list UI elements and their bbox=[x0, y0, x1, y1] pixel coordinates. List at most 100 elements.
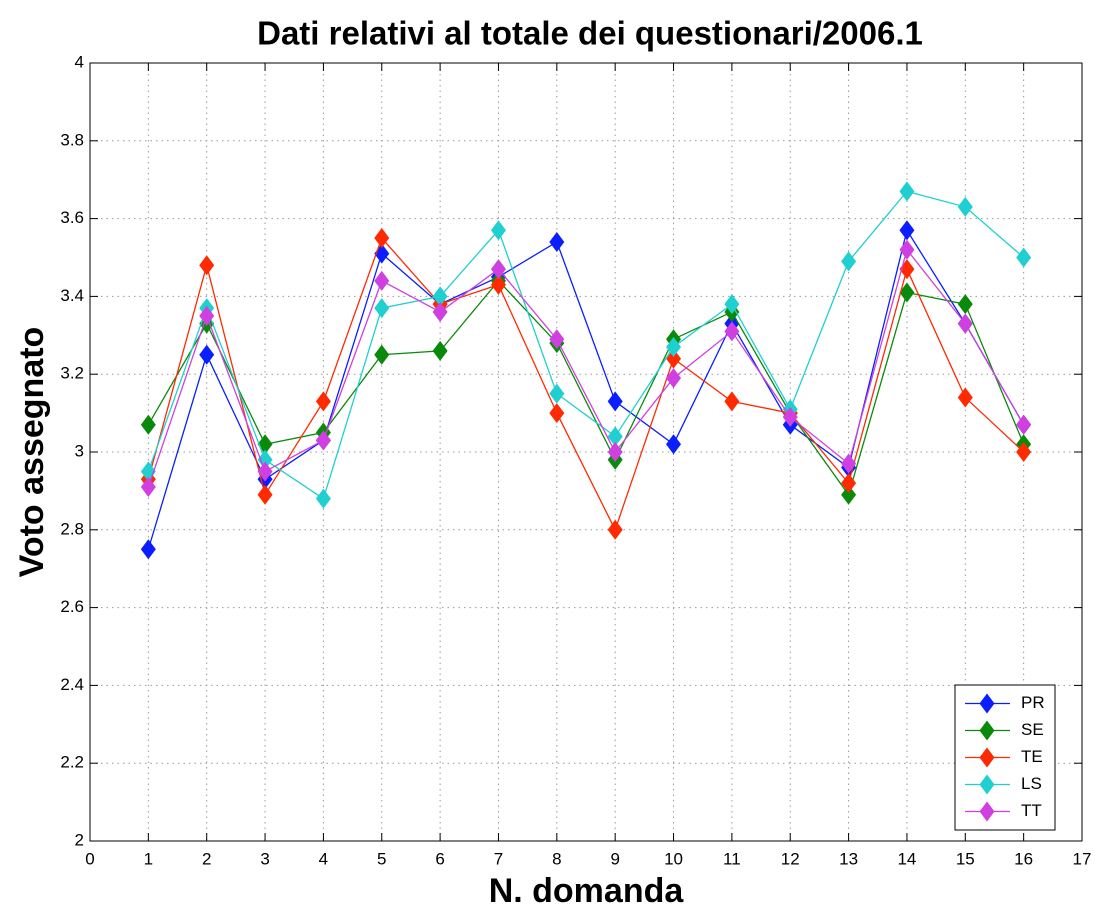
data-point bbox=[315, 430, 331, 451]
data-point bbox=[549, 383, 565, 404]
x-tick-label: 11 bbox=[723, 849, 741, 868]
series-line bbox=[147, 248, 1025, 488]
data-point bbox=[841, 484, 857, 505]
data-point bbox=[432, 340, 448, 361]
data-point bbox=[199, 305, 215, 326]
y-tick-label: 2.2 bbox=[60, 753, 84, 772]
data-point bbox=[257, 484, 273, 505]
series-line bbox=[147, 228, 1025, 550]
x-tick-label: 14 bbox=[897, 849, 916, 868]
y-tick-label: 2.6 bbox=[60, 597, 84, 616]
x-tick-label: 13 bbox=[839, 849, 858, 868]
data-point bbox=[957, 196, 973, 217]
data-point bbox=[1016, 442, 1032, 462]
data-point bbox=[374, 298, 390, 319]
y-tick-label: 3 bbox=[75, 441, 84, 460]
data-point bbox=[841, 251, 857, 272]
legend-label: SE bbox=[1021, 720, 1044, 739]
y-tick-label: 3.4 bbox=[60, 286, 84, 305]
data-point bbox=[1016, 247, 1032, 268]
data-point bbox=[374, 344, 390, 365]
data-point bbox=[140, 477, 156, 498]
x-tick-label: 0 bbox=[85, 849, 94, 868]
y-tick-label: 3.2 bbox=[60, 364, 84, 383]
data-point bbox=[490, 220, 506, 241]
y-tick-label: 3.8 bbox=[60, 130, 84, 149]
x-tick-label: 10 bbox=[664, 849, 683, 868]
y-tick-label: 4 bbox=[75, 52, 84, 71]
legend-marker bbox=[979, 720, 995, 741]
data-point bbox=[1016, 414, 1032, 435]
data-point bbox=[257, 449, 273, 470]
data-point bbox=[490, 274, 506, 295]
legend-label: LS bbox=[1021, 774, 1042, 793]
data-point bbox=[957, 294, 973, 315]
series-line bbox=[147, 190, 1025, 500]
x-tick-label: 2 bbox=[202, 849, 211, 868]
data-point bbox=[607, 426, 623, 447]
data-point bbox=[315, 488, 331, 509]
data-point bbox=[374, 270, 390, 291]
plot-frame bbox=[89, 62, 1083, 842]
x-axis-label: N. domanda bbox=[489, 872, 685, 910]
legend-marker bbox=[979, 774, 995, 795]
legend-label: TE bbox=[1021, 747, 1043, 766]
legend: PR SE TE LS TT bbox=[954, 684, 1056, 831]
legend-label: TT bbox=[1021, 801, 1042, 820]
x-tick-label: 15 bbox=[956, 849, 975, 868]
data-point bbox=[899, 282, 915, 303]
x-tick-label: 6 bbox=[435, 849, 444, 868]
x-tick-label: 17 bbox=[1073, 849, 1092, 868]
series-line bbox=[147, 279, 1025, 497]
data-point bbox=[899, 220, 915, 241]
x-tick-label: 7 bbox=[494, 849, 503, 868]
y-tick-label: 2 bbox=[75, 830, 84, 849]
data-point bbox=[549, 329, 565, 350]
x-tick-label: 16 bbox=[1014, 849, 1033, 868]
y-tick-label: 2.8 bbox=[60, 519, 84, 538]
data-point bbox=[199, 255, 215, 276]
data-point bbox=[724, 391, 740, 412]
data-point bbox=[432, 301, 448, 322]
x-tick-label: 12 bbox=[781, 849, 800, 868]
x-tick-label: 1 bbox=[144, 849, 153, 868]
legend-marker bbox=[979, 693, 995, 714]
data-point bbox=[666, 368, 682, 389]
data-point bbox=[666, 336, 682, 357]
chart-title: Dati relativi al totale dei questionari/… bbox=[257, 15, 923, 52]
data-point bbox=[899, 239, 915, 260]
data-point bbox=[257, 461, 273, 482]
data-point bbox=[957, 313, 973, 334]
data-point bbox=[957, 387, 973, 408]
legend-marker bbox=[979, 801, 995, 822]
data-point bbox=[549, 403, 565, 424]
x-tick-label: 4 bbox=[319, 849, 328, 868]
data-point bbox=[140, 414, 156, 435]
data-point bbox=[549, 231, 565, 252]
data-point bbox=[607, 391, 623, 412]
data-point bbox=[841, 473, 857, 494]
data-point bbox=[199, 344, 215, 365]
data-point bbox=[841, 453, 857, 474]
data-point bbox=[490, 259, 506, 280]
x-tick-label: 3 bbox=[260, 849, 269, 868]
x-tick-label: 8 bbox=[552, 849, 561, 868]
legend-marker bbox=[979, 747, 995, 768]
data-point bbox=[374, 228, 390, 249]
data-point bbox=[432, 286, 448, 307]
x-tick-label: 5 bbox=[377, 849, 386, 868]
legend-label: PR bbox=[1021, 693, 1045, 712]
data-point bbox=[724, 294, 740, 315]
data-point bbox=[140, 539, 156, 560]
x-tick-label: 9 bbox=[610, 849, 619, 868]
data-point bbox=[607, 519, 623, 540]
y-axis-label: Voto assegnato bbox=[13, 327, 51, 578]
data-point bbox=[607, 442, 623, 462]
series-line bbox=[147, 236, 1025, 532]
data-point bbox=[782, 406, 798, 427]
data-point bbox=[724, 321, 740, 342]
data-point bbox=[899, 181, 915, 202]
y-tick-label: 2.4 bbox=[60, 675, 84, 694]
